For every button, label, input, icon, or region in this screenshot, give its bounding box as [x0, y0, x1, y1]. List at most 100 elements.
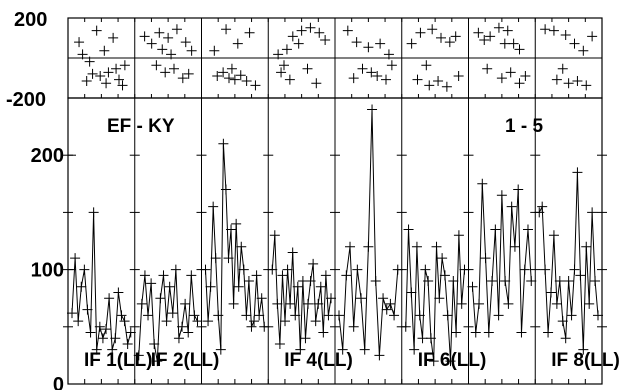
series-point: [437, 253, 448, 264]
series-point: [337, 344, 348, 355]
series-point: [180, 298, 191, 309]
series-point: [451, 327, 462, 338]
series-point: [439, 270, 450, 281]
series-point: [116, 310, 127, 321]
series-point: [79, 264, 90, 275]
series-point: [203, 316, 214, 327]
scatter-point: [479, 35, 490, 45]
series-point: [246, 321, 257, 332]
scatter-point: [548, 25, 559, 36]
series-point: [164, 281, 175, 292]
series-point: [470, 327, 481, 338]
series-point: [249, 316, 260, 327]
series-point: [308, 258, 319, 269]
series-point: [543, 327, 554, 338]
series-point: [378, 293, 389, 304]
series-point: [526, 276, 537, 287]
scatter-point: [108, 32, 119, 43]
series-point: [500, 276, 511, 287]
scatter-point: [363, 42, 374, 53]
series-point: [587, 207, 598, 218]
series-point: [295, 344, 306, 355]
bottom-ytick-label: 100: [31, 260, 64, 282]
scatter-point: [444, 37, 455, 48]
bottom-line-panel: 200 100 0 IF 1(LL)IF 2(LL) IF 4(LL) IF 6(LL) I…: [31, 97, 620, 390]
bottom-title-left: EF - KY: [107, 116, 175, 137]
scatter-point: [514, 44, 525, 55]
series-point: [215, 344, 226, 355]
scatter-point: [287, 31, 298, 42]
scatter-point: [101, 78, 112, 89]
scatter-point: [572, 76, 583, 87]
scatter-point: [218, 67, 229, 78]
scatter-point: [441, 81, 452, 92]
series-point: [417, 333, 428, 344]
scatter-point: [320, 35, 331, 45]
series-point: [310, 316, 321, 327]
series-point: [483, 327, 494, 338]
series-point: [155, 293, 166, 304]
series-point: [385, 298, 396, 309]
scatter-point: [139, 31, 150, 42]
series-point: [389, 310, 400, 321]
series-point: [320, 270, 331, 281]
series-point: [177, 321, 188, 332]
scatter-point: [77, 49, 88, 60]
series-point: [274, 338, 285, 349]
series-point: [546, 287, 556, 298]
bottom-ytick-label: 200: [31, 145, 64, 167]
series-point: [566, 310, 577, 321]
series-point: [110, 333, 121, 344]
scatter-point: [302, 63, 313, 74]
series-point: [300, 333, 311, 344]
scatter-point: [226, 63, 237, 74]
scatter-point: [154, 27, 165, 38]
series-point: [581, 241, 592, 252]
scatter-point: [180, 37, 191, 48]
scatter-point: [250, 80, 261, 91]
series-point: [256, 293, 267, 304]
scatter-point: [496, 73, 507, 84]
series-point: [282, 264, 293, 275]
series-point: [97, 333, 108, 344]
scatter-point: [281, 44, 292, 55]
scatter-point: [383, 49, 394, 60]
scatter-point: [578, 45, 589, 56]
series-point: [213, 310, 224, 321]
series-point: [303, 298, 314, 309]
scatter-point: [232, 38, 243, 49]
scatter-point: [342, 25, 353, 36]
series-point: [363, 241, 374, 252]
series-point: [323, 310, 334, 321]
series-point: [493, 310, 504, 321]
series-point: [218, 138, 229, 149]
series-point: [414, 310, 425, 321]
series-point: [509, 241, 520, 252]
series-point: [359, 344, 370, 355]
series-point: [233, 281, 244, 292]
series-point: [551, 298, 562, 309]
top-ytick-label-max: 200: [14, 9, 47, 31]
panel-label: IF 8(LL): [551, 350, 620, 371]
scatter-point: [314, 27, 325, 38]
scatter-point: [212, 71, 223, 81]
scatter-point: [514, 78, 525, 89]
scatter-point: [183, 68, 194, 79]
series-point: [82, 304, 93, 315]
series-point: [334, 310, 344, 321]
series-point: [326, 293, 336, 304]
series-point: [254, 310, 265, 321]
series-point: [183, 327, 194, 338]
series-point: [578, 344, 589, 355]
series-point: [186, 270, 197, 281]
series-point: [113, 287, 124, 298]
series-point: [400, 321, 411, 332]
series-line: [138, 269, 198, 362]
series-point: [287, 247, 298, 258]
series-point: [503, 298, 514, 309]
scatter-point: [87, 68, 98, 79]
series-point: [490, 224, 501, 235]
series-point: [122, 338, 133, 349]
series-point: [73, 316, 84, 327]
scatter-point: [415, 27, 426, 38]
